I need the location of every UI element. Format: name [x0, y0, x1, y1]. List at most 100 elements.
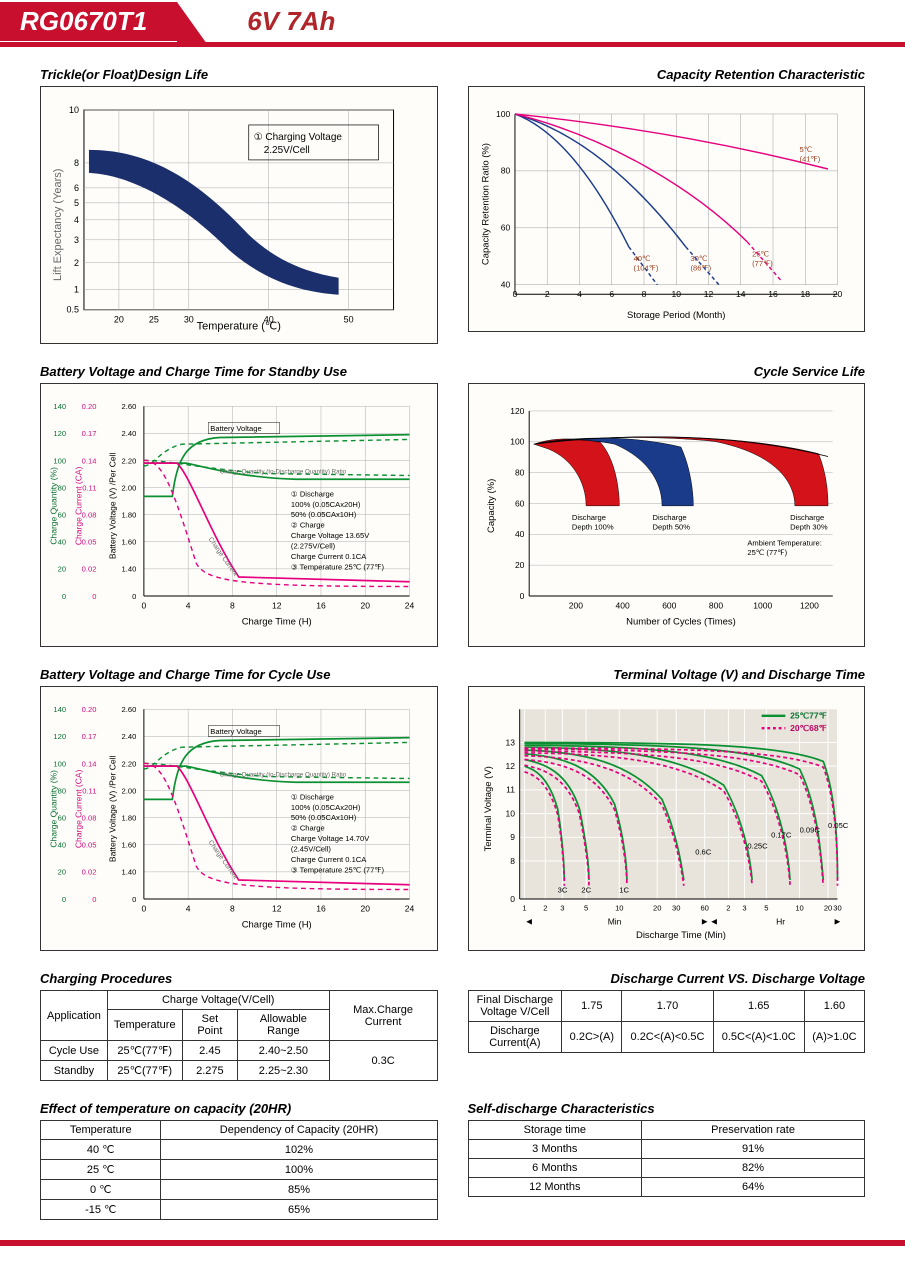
chart2: 40608010002468101214161820 40℃(104℉)30℃(…: [468, 86, 866, 332]
svg-text:80: 80: [58, 787, 66, 796]
svg-text:Capacity Retention Ratio (%): Capacity Retention Ratio (%): [480, 143, 491, 265]
svg-text:10: 10: [505, 809, 515, 819]
svg-text:0.11: 0.11: [82, 787, 96, 796]
svg-text:0.08: 0.08: [82, 510, 97, 519]
svg-text:25℃77℉: 25℃77℉: [790, 711, 828, 721]
svg-text:2.20: 2.20: [122, 456, 137, 465]
svg-text:0.02: 0.02: [82, 564, 97, 573]
svg-text:0.17C: 0.17C: [771, 831, 792, 840]
svg-text:Terminal Voltage (V): Terminal Voltage (V): [483, 767, 494, 852]
svg-text:Charge Time (H): Charge Time (H): [242, 616, 312, 627]
self-discharge-table: Storage timePreservation rate 3 Months91…: [468, 1120, 866, 1197]
svg-text:8: 8: [230, 904, 235, 914]
table2-title: Discharge Current VS. Discharge Voltage: [468, 971, 866, 986]
svg-text:50: 50: [344, 315, 354, 325]
svg-text:100: 100: [53, 456, 66, 465]
svg-text:40℃: 40℃: [633, 254, 650, 263]
chart4: 02040608010012020040060080010001200Disch…: [468, 383, 866, 648]
svg-text:2.25V/Cell: 2.25V/Cell: [264, 145, 310, 156]
svg-text:0: 0: [519, 590, 524, 600]
svg-text:2.40: 2.40: [122, 429, 137, 438]
svg-text:Storage Period (Month): Storage Period (Month): [627, 310, 725, 321]
svg-text:2: 2: [74, 258, 79, 268]
svg-text:Charge Current (CA): Charge Current (CA): [73, 770, 83, 849]
svg-text:60: 60: [514, 498, 524, 508]
svg-text:Discharge: Discharge: [652, 513, 686, 522]
svg-text:0.05: 0.05: [82, 841, 97, 850]
svg-text:100% (0.05CAx20H): 100% (0.05CAx20H): [291, 499, 361, 508]
svg-text:24: 24: [405, 904, 415, 914]
svg-text:12: 12: [272, 904, 282, 914]
svg-text:200: 200: [568, 600, 582, 610]
svg-text:2: 2: [543, 904, 547, 913]
svg-text:② Charge: ② Charge: [291, 520, 325, 529]
svg-text:2.00: 2.00: [122, 483, 137, 492]
svg-text:6: 6: [74, 183, 79, 193]
svg-text:Discharge: Discharge: [571, 513, 605, 522]
svg-text:Capacity (%): Capacity (%): [486, 478, 497, 532]
svg-text:20: 20: [361, 904, 371, 914]
svg-text:3C: 3C: [557, 886, 567, 895]
svg-text:0: 0: [62, 591, 66, 600]
svg-text:Ambient Temperature:: Ambient Temperature:: [747, 538, 821, 547]
svg-text:►◄: ►◄: [699, 917, 718, 928]
svg-text:0.02: 0.02: [82, 868, 97, 877]
svg-text:1: 1: [522, 904, 526, 913]
header-redbar: [0, 42, 905, 47]
svg-text:60: 60: [700, 904, 708, 913]
svg-text:10: 10: [795, 904, 803, 913]
svg-text:120: 120: [53, 429, 66, 438]
svg-text:3: 3: [560, 904, 564, 913]
svg-text:0: 0: [132, 591, 136, 600]
svg-text:4: 4: [186, 600, 191, 610]
svg-text:13: 13: [505, 738, 515, 748]
svg-text:① Discharge: ① Discharge: [291, 489, 334, 498]
svg-text:►: ►: [832, 917, 841, 928]
svg-text:0: 0: [62, 895, 66, 904]
svg-text:0.20: 0.20: [82, 402, 97, 411]
svg-text:120: 120: [53, 733, 66, 742]
svg-text:0: 0: [142, 904, 147, 914]
svg-text:80: 80: [514, 467, 524, 477]
chart1-title: Trickle(or Float)Design Life: [40, 67, 438, 82]
svg-text:100% (0.05CAx20H): 100% (0.05CAx20H): [291, 803, 361, 812]
chart6-title: Terminal Voltage (V) and Discharge Time: [468, 667, 866, 682]
svg-text:Charge Current: Charge Current: [207, 536, 239, 578]
chart4-title: Cycle Service Life: [468, 364, 866, 379]
chart1: 0.5123456810 2025304050 ① Charging Volta…: [40, 86, 438, 344]
svg-text:8: 8: [74, 158, 79, 168]
footer-bar: [0, 1240, 905, 1246]
svg-text:5: 5: [74, 198, 79, 208]
svg-text:60: 60: [58, 814, 66, 823]
svg-text:Charge Voltage 13.65V: Charge Voltage 13.65V: [291, 531, 370, 540]
svg-text:2.40: 2.40: [122, 733, 137, 742]
svg-text:2.60: 2.60: [122, 705, 137, 714]
svg-text:Discharge: Discharge: [790, 513, 824, 522]
svg-text:0.09C: 0.09C: [799, 826, 820, 835]
svg-text:Charge Current: Charge Current: [207, 840, 239, 882]
svg-text:16: 16: [316, 600, 326, 610]
svg-text:0: 0: [92, 895, 96, 904]
svg-text:12: 12: [272, 600, 282, 610]
chart3-title: Battery Voltage and Charge Time for Stan…: [40, 364, 438, 379]
svg-text:2: 2: [726, 904, 730, 913]
svg-text:80: 80: [500, 166, 510, 176]
svg-text:Charge Quantity (%): Charge Quantity (%): [49, 467, 59, 545]
svg-text:2.00: 2.00: [122, 787, 137, 796]
svg-text:20: 20: [653, 904, 661, 913]
svg-text:5℃: 5℃: [799, 145, 812, 154]
svg-text:8: 8: [510, 856, 515, 866]
svg-text:Battery Voltage: Battery Voltage: [210, 424, 261, 433]
svg-text:25℃ (77℉): 25℃ (77℉): [747, 548, 787, 557]
svg-text:50% (0.05CAx10H): 50% (0.05CAx10H): [291, 814, 357, 823]
svg-text:4: 4: [74, 215, 79, 225]
svg-text:20: 20: [58, 868, 66, 877]
svg-text:(86℉): (86℉): [690, 264, 711, 273]
svg-text:600: 600: [662, 600, 676, 610]
model-number: RG0670T1: [0, 2, 177, 41]
discharge-voltage-table: Final Discharge Voltage V/Cell 1.751.701…: [468, 990, 866, 1053]
svg-text:(77℉): (77℉): [752, 259, 773, 268]
svg-text:0.20: 0.20: [82, 705, 97, 714]
svg-text:30: 30: [184, 315, 194, 325]
svg-text:Lift Expectancy (Years): Lift Expectancy (Years): [52, 169, 64, 281]
